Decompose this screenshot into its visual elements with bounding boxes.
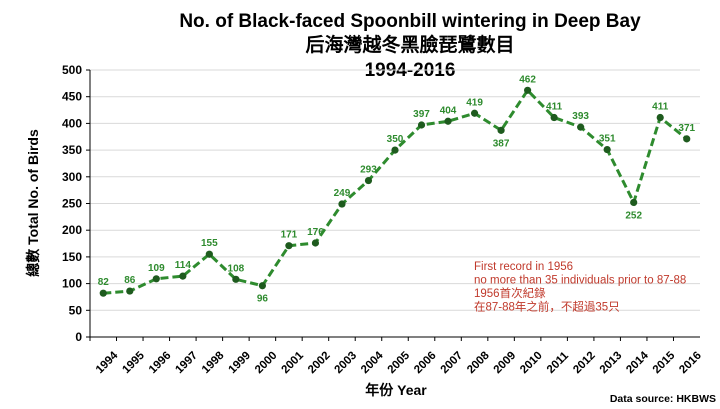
- y-tick-label: 50: [69, 303, 83, 317]
- y-tick-label: 150: [62, 250, 82, 264]
- data-label: 171: [281, 230, 298, 241]
- x-tick-label: 2002: [306, 350, 333, 377]
- y-axis-ticks: 0 50 100 150 200 250 300 350 400 450 500: [62, 63, 90, 344]
- data-point: [338, 200, 346, 208]
- data-label: 82: [98, 277, 110, 288]
- annotation-line: First record in 1956: [474, 261, 573, 273]
- y-tick-label: 200: [62, 223, 82, 237]
- x-tick-label: 1999: [226, 350, 253, 377]
- data-label: 96: [257, 294, 269, 305]
- data-point: [179, 272, 187, 280]
- x-tick-label: 2015: [651, 349, 678, 376]
- x-tick-label: 2013: [598, 350, 625, 377]
- data-label: 397: [413, 109, 430, 120]
- y-tick-label: 100: [62, 277, 82, 291]
- x-axis-label: 年份 Year: [365, 382, 427, 398]
- annotation: First record in 1956 no more than 35 indi…: [474, 261, 686, 314]
- x-tick-label: 2010: [518, 350, 545, 377]
- gridlines: [90, 69, 700, 311]
- y-axis-label: 總數 Total No. of Birds: [25, 129, 41, 277]
- x-tick-label: 2011: [545, 349, 572, 376]
- x-tick-label: 2005: [386, 349, 413, 376]
- data-point: [603, 145, 611, 154]
- data-label: 351: [599, 134, 616, 145]
- data-label: 419: [466, 97, 483, 108]
- data-point: [630, 198, 638, 207]
- data-label: 393: [572, 111, 589, 122]
- x-tick-label: 2009: [492, 350, 519, 377]
- y-tick-label: 0: [75, 330, 82, 344]
- data-point: [258, 282, 266, 290]
- data-point: [205, 250, 213, 258]
- data-label: 387: [493, 138, 510, 149]
- data-point: [99, 289, 107, 297]
- data-label: 293: [360, 165, 377, 176]
- x-tick-label: 2016: [677, 350, 704, 377]
- annotation-line: no more than 35 individuals prior to 87-…: [474, 275, 686, 287]
- data-point: [497, 126, 505, 134]
- x-tick-label: 1998: [200, 349, 227, 376]
- data-point: [470, 109, 479, 117]
- data-label: 404: [440, 105, 457, 116]
- data-point: [285, 242, 293, 250]
- data-labels: 82 86 109 114 155 108 96 171 176 249 293 350 397 404 4…: [98, 74, 696, 304]
- data-points: [99, 86, 691, 297]
- x-tick-label: 1995: [120, 349, 147, 376]
- chart-title: No. of Black-faced Spoonbill wintering i…: [179, 11, 641, 32]
- x-tick-label: 2007: [439, 350, 466, 377]
- annotation-line: 1956首次紀錄: [474, 286, 546, 300]
- data-label: 114: [175, 260, 192, 271]
- data-point: [126, 287, 134, 295]
- data-point: [683, 135, 691, 143]
- x-tick-label: 2012: [571, 350, 598, 377]
- data-point: [391, 146, 399, 154]
- data-label: 411: [652, 102, 669, 113]
- data-label: 411: [546, 102, 563, 113]
- x-tick-label: 2001: [280, 349, 307, 376]
- data-label: 252: [625, 210, 642, 221]
- data-point: [311, 239, 320, 247]
- y-tick-label: 250: [62, 197, 82, 211]
- annotation-line: 在87-88年之前，不超過35只: [474, 300, 620, 314]
- x-tick-label: 2006: [412, 350, 439, 377]
- x-tick-label: 2014: [624, 349, 651, 376]
- data-source: Data source: HKBWS: [610, 393, 716, 405]
- data-point: [364, 176, 373, 185]
- data-label: 371: [678, 123, 695, 134]
- x-tick-label: 2003: [333, 350, 360, 377]
- y-tick-label: 350: [62, 143, 82, 157]
- data-point: [550, 113, 558, 122]
- y-tick-label: 300: [62, 170, 82, 184]
- chart-subtitle: 后海灣越冬黑臉琵鷺數目: [305, 33, 514, 56]
- data-point: [152, 275, 160, 283]
- data-point: [524, 86, 532, 94]
- y-tick-label: 450: [62, 90, 82, 104]
- data-label: 86: [124, 275, 136, 286]
- y-tick-label: 500: [62, 63, 82, 77]
- y-tick-label: 400: [62, 116, 82, 130]
- data-label: 108: [228, 263, 245, 274]
- data-label: 249: [334, 188, 351, 199]
- data-point: [577, 123, 585, 131]
- x-tick-label: 1997: [173, 350, 200, 377]
- data-label: 176: [307, 227, 324, 238]
- x-tick-label: 2000: [253, 350, 280, 377]
- data-point: [232, 275, 240, 283]
- x-axis-ticks: 1994 1995 1996 1997 1998 1999 2000 2001 2002 2003…: [89, 337, 704, 377]
- data-label: 109: [148, 263, 165, 274]
- data-label: 350: [387, 134, 404, 145]
- data-point: [444, 117, 452, 125]
- data-label: 462: [519, 74, 536, 85]
- x-tick-label: 1996: [147, 350, 174, 377]
- data-point: [656, 113, 664, 122]
- data-point: [417, 121, 426, 129]
- x-tick-label: 2004: [359, 349, 386, 376]
- data-label: 155: [201, 238, 218, 249]
- x-tick-label: 2008: [465, 349, 492, 376]
- x-tick-label: 1994: [94, 349, 121, 376]
